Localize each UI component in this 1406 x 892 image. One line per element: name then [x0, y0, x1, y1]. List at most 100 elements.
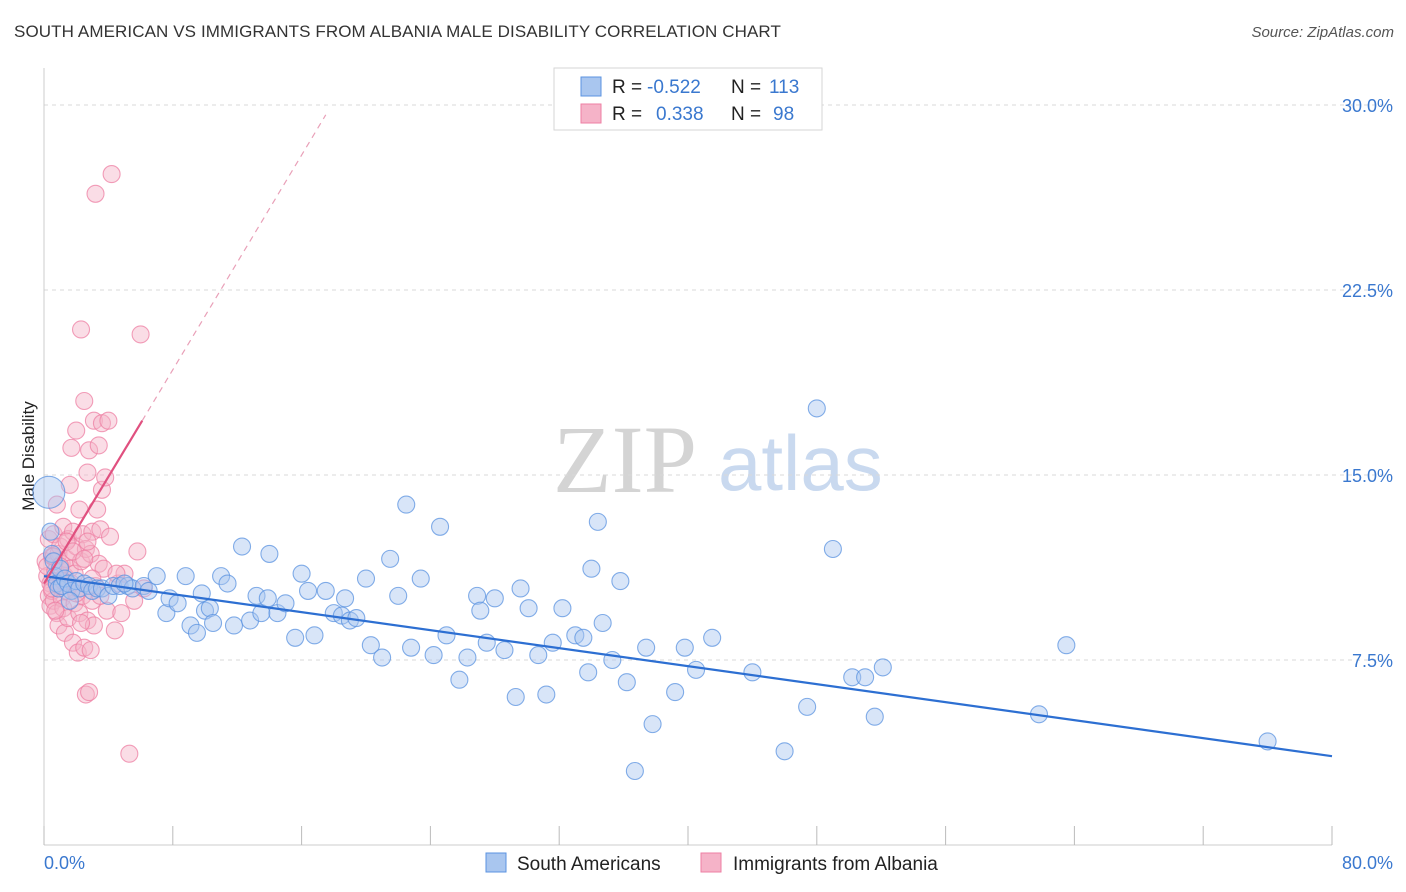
data-point-south-americans [582, 559, 601, 578]
correlation-legend: R = -0.522 N = 113 R = 0.338 N = 98 [553, 67, 823, 131]
data-point-south-americans [389, 586, 408, 605]
bottom-legend-swatch-blue [485, 852, 507, 873]
data-point-south-americans [241, 611, 260, 630]
y-tick-label: 22.5% [1342, 281, 1393, 301]
data-point-albania [75, 391, 94, 411]
data-point-south-americans [431, 517, 450, 536]
data-point-south-americans [381, 549, 400, 568]
watermark-zip: ZIP [553, 406, 697, 513]
data-point-albania [86, 184, 105, 203]
data-point-south-americans [588, 512, 607, 531]
data-point-south-americans [807, 399, 826, 418]
data-point-south-americans [292, 564, 311, 583]
data-point-albania [112, 604, 131, 623]
data-point-south-americans [666, 683, 685, 702]
data-point-albania [76, 685, 95, 704]
data-point-south-americans [305, 626, 324, 645]
data-point-albania [78, 532, 97, 551]
data-point-albania [80, 441, 99, 460]
gridlines [44, 104, 1392, 661]
legend-n-value-2: 98 [773, 104, 794, 125]
data-point-south-americans [258, 589, 277, 608]
chart-title: SOUTH AMERICAN VS IMMIGRANTS FROM ALBANI… [14, 22, 781, 41]
data-point-albania [67, 421, 86, 440]
data-point-albania [49, 616, 68, 635]
legend-r-label-2: R = [612, 104, 642, 125]
data-point-south-americans [798, 697, 817, 716]
data-point-south-americans [506, 687, 525, 707]
data-point-south-americans [204, 613, 223, 633]
data-point-south-americans [471, 601, 490, 620]
data-point-south-americans [316, 581, 335, 600]
data-point-albania [47, 495, 66, 514]
data-point-south-americans [643, 715, 662, 734]
data-point-albania [128, 542, 147, 561]
data-point-south-americans [437, 626, 456, 645]
data-point-south-americans [147, 567, 166, 586]
data-point-south-americans [579, 663, 598, 682]
data-point-south-americans [865, 707, 884, 726]
data-point-south-americans [458, 648, 477, 667]
data-point-albania [80, 683, 99, 702]
data-point-south-americans [537, 685, 556, 704]
data-point-albania [75, 549, 94, 568]
data-point-south-americans [361, 636, 380, 655]
data-point-south-americans [611, 572, 630, 591]
legend-n-value-1: 113 [769, 77, 799, 98]
data-point-albania [39, 530, 58, 549]
data-point-south-americans [276, 594, 295, 613]
data-point-albania [131, 325, 150, 344]
data-point-south-americans [686, 660, 706, 679]
data-point-south-americans [468, 586, 487, 605]
legend-n-label-2: N = [731, 104, 761, 125]
trend-line-albania [43, 420, 144, 585]
x-tick-label-min: 0.0% [44, 853, 85, 873]
data-point-south-americans [519, 599, 538, 618]
data-point-south-americans [485, 589, 504, 608]
y-tick-label: 30.0% [1342, 96, 1393, 116]
data-point-albania [78, 463, 97, 482]
data-point-albania [105, 621, 124, 640]
data-point-south-americans [574, 628, 593, 647]
data-point-south-americans [373, 648, 392, 667]
data-point-south-americans [298, 581, 318, 600]
data-point-south-americans [675, 638, 694, 657]
trend-line-south-americans [43, 575, 1333, 758]
data-point-albania [89, 436, 108, 455]
data-point-south-americans [873, 658, 892, 677]
data-point-south-americans [224, 616, 244, 635]
y-tick-label: 7.5% [1352, 651, 1393, 671]
series-albania-points [36, 165, 153, 763]
watermark-atlas: atlas [718, 419, 883, 507]
data-point-albania [99, 411, 118, 430]
data-point-south-americans [247, 586, 266, 605]
data-point-south-americans [529, 646, 548, 665]
data-point-albania [46, 601, 65, 620]
legend-swatch-pink [580, 103, 602, 124]
data-point-south-americans [32, 475, 66, 509]
data-point-albania [91, 520, 110, 539]
data-point-south-americans [60, 591, 79, 610]
y-tick-labels: 7.5% 15.0% 22.5% 30.0% [1342, 96, 1393, 671]
data-point-south-americans [775, 742, 794, 761]
data-point-south-americans [181, 616, 200, 635]
data-point-south-americans [168, 594, 187, 613]
data-point-south-americans [617, 673, 636, 692]
data-point-south-americans [743, 663, 762, 682]
legend-swatch-blue [580, 76, 602, 97]
data-point-south-americans [212, 567, 231, 586]
legend-r-label-1: R = [612, 77, 642, 98]
series-legend: South Americans Immigrants from Albania [485, 852, 938, 875]
data-point-south-americans [356, 569, 376, 588]
data-point-south-americans [397, 495, 416, 514]
data-point-south-americans [553, 599, 572, 618]
data-point-south-americans [336, 589, 355, 608]
data-point-south-americans [402, 638, 421, 657]
data-point-south-americans [187, 623, 206, 642]
data-point-albania [71, 320, 91, 339]
data-point-south-americans [843, 668, 862, 687]
data-point-south-americans [511, 579, 530, 598]
data-point-south-americans [232, 537, 252, 556]
data-point-south-americans [411, 569, 430, 588]
